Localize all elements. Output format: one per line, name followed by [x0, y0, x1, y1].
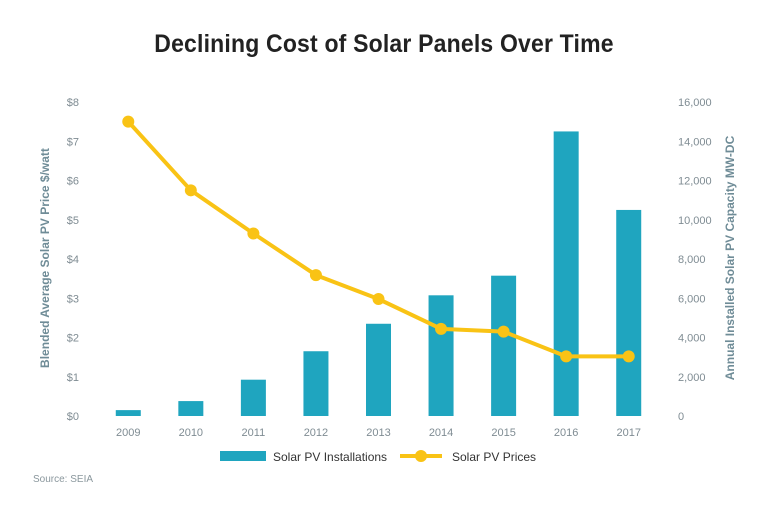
left-tick-label: $5 [67, 215, 79, 227]
right-tick-label: 8,000 [678, 254, 706, 266]
left-tick-label: $8 [67, 97, 79, 109]
price-point [435, 322, 448, 335]
left-tick-label: $1 [67, 372, 79, 384]
bar [428, 295, 454, 416]
price-point [122, 115, 135, 128]
x-tick-label: 2017 [616, 427, 640, 439]
right-tick-label: 4,000 [678, 333, 706, 345]
price-point [497, 325, 510, 338]
right-tick-label: 16,000 [678, 97, 712, 109]
price-point [184, 184, 197, 197]
left-tick-label: $3 [67, 293, 79, 305]
right-axis-title: Annual Installed Solar PV Capacity MW-DC [723, 135, 737, 380]
bar [303, 351, 329, 416]
left-tick-label: $2 [67, 333, 79, 345]
right-tick-label: 6,000 [678, 293, 706, 305]
x-tick-label: 2014 [429, 427, 453, 439]
legend-bar-label: Solar PV Installations [273, 450, 387, 464]
price-point [247, 227, 260, 240]
x-tick-label: 2012 [304, 427, 328, 439]
x-tick-label: 2016 [554, 427, 578, 439]
right-tick-label: 14,000 [678, 136, 712, 148]
legend-bar-swatch [220, 451, 266, 461]
left-tick-label: $0 [67, 411, 79, 423]
bar [491, 275, 517, 416]
bar [553, 131, 579, 416]
price-line [126, 120, 629, 359]
right-axis-ticks: 0 2,000 4,000 6,000 8,000 10,000 12,000 14,000 1… [678, 97, 712, 423]
source-note: Source: SEIA [33, 474, 94, 485]
price-point [372, 293, 385, 306]
price-point [560, 350, 573, 363]
bar [178, 401, 204, 416]
chart-title: Declining Cost of Solar Panels Over Time [154, 30, 614, 58]
left-tick-label: $7 [67, 136, 79, 148]
right-tick-label: 2,000 [678, 372, 706, 384]
x-tick-label: 2009 [116, 427, 140, 439]
legend: Solar PV Installations Solar PV Prices [220, 450, 536, 464]
right-tick-label: 0 [678, 411, 684, 423]
price-point [309, 269, 322, 282]
left-axis-title: Blended Average Solar PV Price $/watt [38, 148, 52, 368]
legend-line-marker [415, 450, 427, 462]
right-tick-label: 10,000 [678, 215, 712, 227]
left-tick-label: $6 [67, 176, 79, 188]
legend-line-label: Solar PV Prices [452, 450, 536, 464]
bar-series [115, 131, 642, 416]
x-axis-ticks: 2009 2010 2011 2012 2013 2014 2015 2016 2017 [116, 427, 641, 439]
left-axis-ticks: $0 $1 $2 $3 $4 $5 $6 $7 $8 [67, 97, 79, 423]
x-tick-label: 2011 [242, 427, 266, 439]
bar [240, 379, 266, 416]
x-tick-label: 2015 [491, 427, 515, 439]
x-tick-label: 2013 [366, 427, 390, 439]
price-point [622, 350, 635, 363]
bar [366, 323, 391, 416]
x-tick-label: 2010 [179, 427, 203, 439]
bar [115, 410, 141, 416]
bar [616, 209, 642, 416]
left-tick-label: $4 [67, 254, 79, 266]
line-series [122, 115, 635, 363]
right-tick-label: 12,000 [678, 176, 712, 188]
